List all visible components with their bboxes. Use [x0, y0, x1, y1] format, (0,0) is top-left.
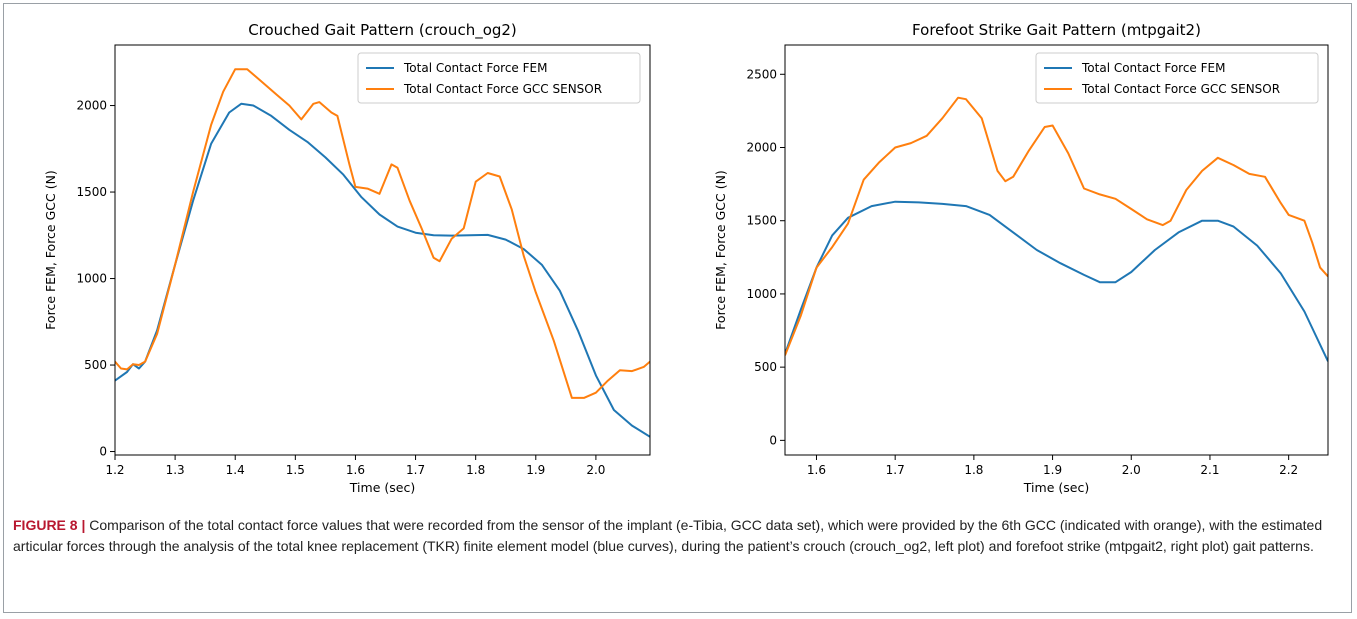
y-tick-label: 1500 — [746, 214, 777, 228]
x-tick-label: 2.0 — [1122, 463, 1141, 477]
caption-text: Comparison of the total contact force va… — [13, 517, 1323, 554]
x-tick-label: 2.0 — [586, 463, 605, 477]
x-tick-label: 1.6 — [346, 463, 365, 477]
plot-frame — [784, 44, 1329, 456]
legend-box — [357, 52, 641, 104]
y-tick-label: 0 — [769, 433, 777, 447]
x-axis-label: Time (sec) — [349, 480, 415, 495]
y-tick-label: 1500 — [76, 185, 107, 199]
plot-frame — [114, 44, 651, 456]
legend-label-gcc: Total Contact Force GCC SENSOR — [1081, 82, 1280, 96]
plot-area — [115, 68, 650, 438]
legend-box — [1035, 52, 1319, 104]
plot-area — [785, 96, 1328, 362]
figure-frame — [3, 3, 1352, 613]
x-tick-label: 2.1 — [1200, 463, 1219, 477]
series-line-gcc — [785, 96, 1328, 356]
x-tick-label: 1.9 — [1043, 463, 1062, 477]
y-axis-label: Force FEM, Force GCC (N) — [43, 170, 58, 330]
chart-crouched-gait: 1.2 1.3 1.4 1.5 1.6 1.7 1.8 1.9 2.0 0 500 1000 1500 2… — [43, 21, 651, 495]
legend-label-fem: Total Contact Force FEM — [403, 61, 547, 75]
y-tick-label: 0 — [99, 445, 107, 459]
y-tick-label: 500 — [84, 358, 107, 372]
x-tick-label: 1.7 — [406, 463, 425, 477]
legend-label-gcc: Total Contact Force GCC SENSOR — [403, 82, 602, 96]
x-tick-label: 1.9 — [526, 463, 545, 477]
chart-title: Forefoot Strike Gait Pattern (mtpgait2) — [912, 21, 1201, 39]
y-tick-label: 2500 — [746, 67, 777, 81]
x-tick-label: 1.3 — [166, 463, 185, 477]
x-tick-label: 2.2 — [1279, 463, 1298, 477]
series-line-gcc — [115, 68, 650, 399]
figure-caption: FIGURE 8 | Comparison of the total conta… — [13, 515, 1338, 557]
x-tick-label: 1.5 — [286, 463, 305, 477]
x-tick-label: 1.2 — [105, 463, 124, 477]
x-tick-label: 1.8 — [466, 463, 485, 477]
y-tick-label: 1000 — [746, 287, 777, 301]
y-tick-label: 1000 — [76, 272, 107, 286]
x-tick-label: 1.8 — [964, 463, 983, 477]
y-tick-label: 2000 — [746, 141, 777, 155]
x-tick-label: 1.7 — [886, 463, 905, 477]
x-tick-label: 1.6 — [807, 463, 826, 477]
y-tick-label: 2000 — [76, 99, 107, 113]
y-axis-label: Force FEM, Force GCC (N) — [713, 170, 728, 330]
x-tick-label: 1.4 — [226, 463, 245, 477]
chart-forefoot-strike: 1.6 1.7 1.8 1.9 2.0 2.1 2.2 0 500 1000 1500 2000 250… — [713, 21, 1329, 495]
chart-title: Crouched Gait Pattern (crouch_og2) — [248, 21, 517, 40]
legend-label-fem: Total Contact Force FEM — [1081, 61, 1225, 75]
figure-label: FIGURE 8 | — [13, 517, 86, 533]
x-axis-label: Time (sec) — [1023, 480, 1089, 495]
series-line-fem — [115, 102, 650, 438]
series-line-fem — [785, 200, 1328, 362]
y-tick-label: 500 — [754, 360, 777, 374]
